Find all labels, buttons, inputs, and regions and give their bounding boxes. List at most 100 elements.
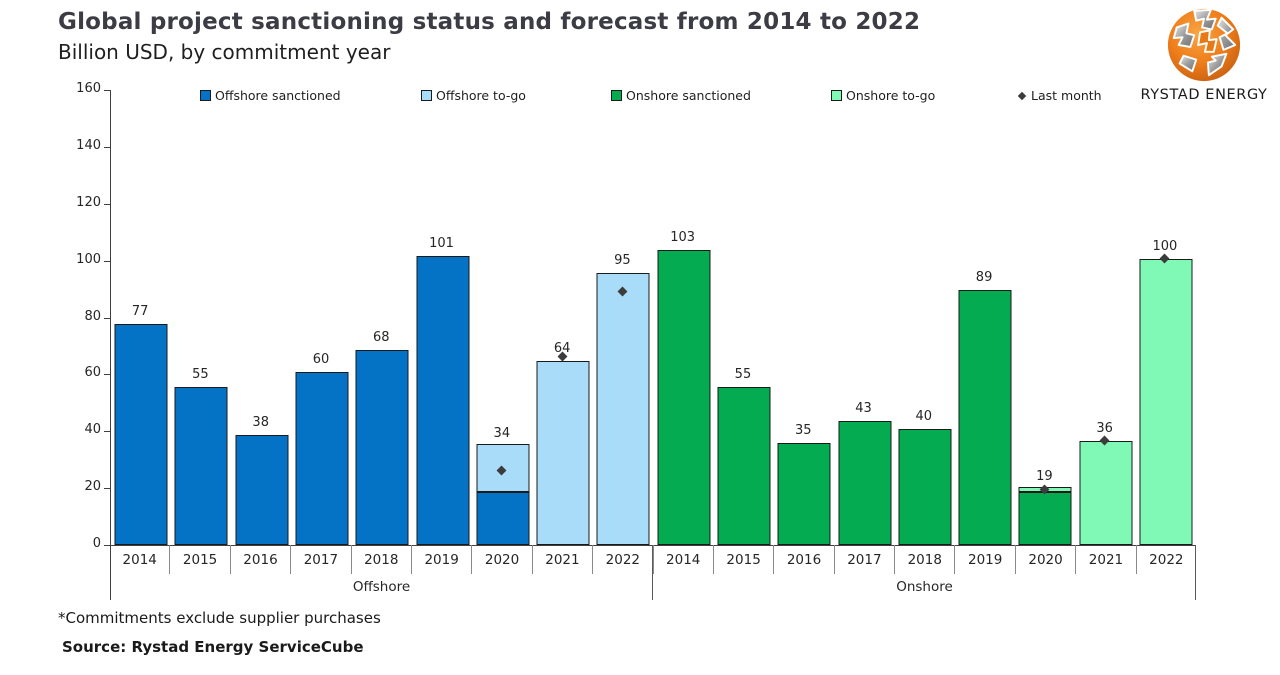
legend-label: Offshore sanctioned <box>215 88 341 103</box>
bar-segment-sanctioned <box>1018 492 1072 545</box>
x-axis-year-label: 2019 <box>412 545 473 574</box>
bar-stack <box>898 429 952 545</box>
x-axis-year-label: 2022 <box>1149 552 1184 568</box>
x-axis-years: 2014 2015 2016 2017 2018 2019 2020 2021 2022 2014… <box>110 545 1196 574</box>
bar-value-label: 35 <box>794 423 812 439</box>
legend-label: Offshore to-go <box>436 88 526 103</box>
page-subtitle: Billion USD, by commitment year <box>58 40 391 64</box>
bar-segment-sanctioned <box>958 290 1012 545</box>
square-swatch-icon <box>200 90 211 101</box>
bar-cell-offshore-2019: 101 <box>411 90 471 545</box>
x-axis-year-label: 2016 <box>231 545 292 574</box>
bar-segment-to-go <box>596 273 650 545</box>
y-axis-tick-mark <box>104 317 110 319</box>
group-boundary-line <box>652 545 653 600</box>
bar-cell-onshore-2021: 36 <box>1075 90 1135 545</box>
legend-label: Last month <box>1031 88 1102 103</box>
bar-stack <box>657 250 711 545</box>
x-axis-year-label: 2018 <box>352 545 412 574</box>
group-boundary-line <box>1195 545 1196 600</box>
bar-value-label: 100 <box>1152 238 1178 254</box>
bar-value-label: 40 <box>915 409 933 425</box>
bar-segment-sanctioned <box>174 387 228 545</box>
bar-value-label: 55 <box>192 366 209 382</box>
x-axis-group-label-offshore: Offshore <box>352 579 411 595</box>
x-axis-year-label: 2021 <box>533 545 594 574</box>
bar-segment-to-go <box>536 361 590 545</box>
y-axis-tick-mark <box>104 90 110 91</box>
x-axis-year-label: 2021 <box>1076 545 1137 574</box>
bar-cell-offshore-2016: 38 <box>231 90 291 545</box>
bar-value-label: 101 <box>429 235 454 251</box>
y-axis-tick-mark <box>104 146 110 148</box>
bar-segment-sanctioned <box>476 492 530 545</box>
bar-value-label: 38 <box>252 414 269 430</box>
bar-cell-offshore-2020: 34 <box>472 90 532 545</box>
y-axis-tick-label: 160 <box>76 81 101 96</box>
legend-label: Onshore sanctioned <box>626 88 751 103</box>
x-axis-year-label: 2020 <box>472 545 533 574</box>
bar-cell-onshore-2020: 19 <box>1014 90 1074 545</box>
y-axis-tick-mark <box>104 260 110 262</box>
bar-segment-sanctioned <box>114 324 168 545</box>
legend-label: Onshore to-go <box>846 88 936 103</box>
legend-item-offshore-to-go: Offshore to-go <box>421 88 526 103</box>
bar-segment-sanctioned <box>657 250 711 545</box>
source-line: Source: Rystad Energy ServiceCube <box>62 638 364 656</box>
y-axis-tick-label: 60 <box>84 365 101 381</box>
y-axis-tick-mark <box>104 545 110 546</box>
bar-cell-offshore-2015: 55 <box>170 90 230 545</box>
rystad-logo: RYSTAD ENERGY <box>1128 6 1280 103</box>
bar-stack <box>777 443 831 545</box>
bar-value-label: 68 <box>372 329 390 345</box>
y-axis-tick-label: 120 <box>76 194 101 210</box>
bar-value-label: 19 <box>1036 468 1053 484</box>
y-axis-tick-label: 20 <box>84 479 101 495</box>
bar-value-label: 55 <box>734 366 752 382</box>
x-axis-year-label: 2015 <box>170 545 231 574</box>
x-axis-year-label: 2022 <box>593 545 654 574</box>
bar-stack <box>416 256 470 545</box>
bar-stack <box>838 421 892 545</box>
bar-segment-sanctioned <box>898 429 952 545</box>
x-axis-year-label: 2018 <box>895 545 956 574</box>
bar-cell-offshore-2017: 60 <box>291 90 351 545</box>
bar-stack <box>114 324 168 545</box>
x-axis-year-label: 2014 <box>110 545 171 574</box>
page-title: Global project sanctioning status and fo… <box>58 9 921 35</box>
legend-item-offshore-sanctioned: Offshore sanctioned <box>200 88 341 103</box>
bar-cell-onshore-2022: 100 <box>1135 90 1195 545</box>
bar-value-label: 36 <box>1096 420 1113 436</box>
bar-cell-onshore-2014: 103 <box>653 90 713 545</box>
bar-cell-onshore-2015: 55 <box>713 90 773 545</box>
x-axis-groups: Offshore Onshore <box>110 574 1196 600</box>
bar-segment-sanctioned <box>717 387 771 545</box>
bar-cell-offshore-2014: 77 <box>110 90 170 545</box>
bar-segment-sanctioned <box>416 256 470 545</box>
y-axis-tick-mark <box>104 488 110 490</box>
bar-stack <box>1139 259 1193 545</box>
commitments-footnote: *Commitments exclude supplier purchases <box>58 609 381 627</box>
bar-segment-to-go <box>1079 441 1133 545</box>
y-axis-tick-mark <box>104 203 110 205</box>
bar-value-label: 77 <box>131 304 149 320</box>
y-axis-tick-mark <box>104 431 110 433</box>
x-axis-year-label: 2017 <box>291 545 352 574</box>
bar-value-label: 103 <box>670 230 696 246</box>
y-axis-line <box>110 90 111 600</box>
bar-cell-onshore-2019: 89 <box>954 90 1014 545</box>
legend-item-last-month: Last month <box>1017 88 1102 103</box>
x-axis-year-label: 2016 <box>774 545 835 574</box>
y-axis-tick-label: 40 <box>84 422 101 438</box>
x-axis-year-label: 2019 <box>955 545 1016 574</box>
plot-area: 77 55 38 60 68 101 34 64 95 103 55 35 43 40 89 19 36 100 <box>110 90 1195 545</box>
bar-segment-to-go <box>1139 259 1193 545</box>
bar-value-label: 89 <box>975 269 993 285</box>
y-axis-tick-label: 0 <box>92 536 101 551</box>
legend-item-onshore-sanctioned: Onshore sanctioned <box>611 88 751 103</box>
bar-cell-onshore-2018: 40 <box>894 90 954 545</box>
bar-value-label: 43 <box>855 400 872 416</box>
y-axis-tick-label: 100 <box>76 251 101 267</box>
x-axis-group-label-onshore: Onshore <box>896 579 953 595</box>
